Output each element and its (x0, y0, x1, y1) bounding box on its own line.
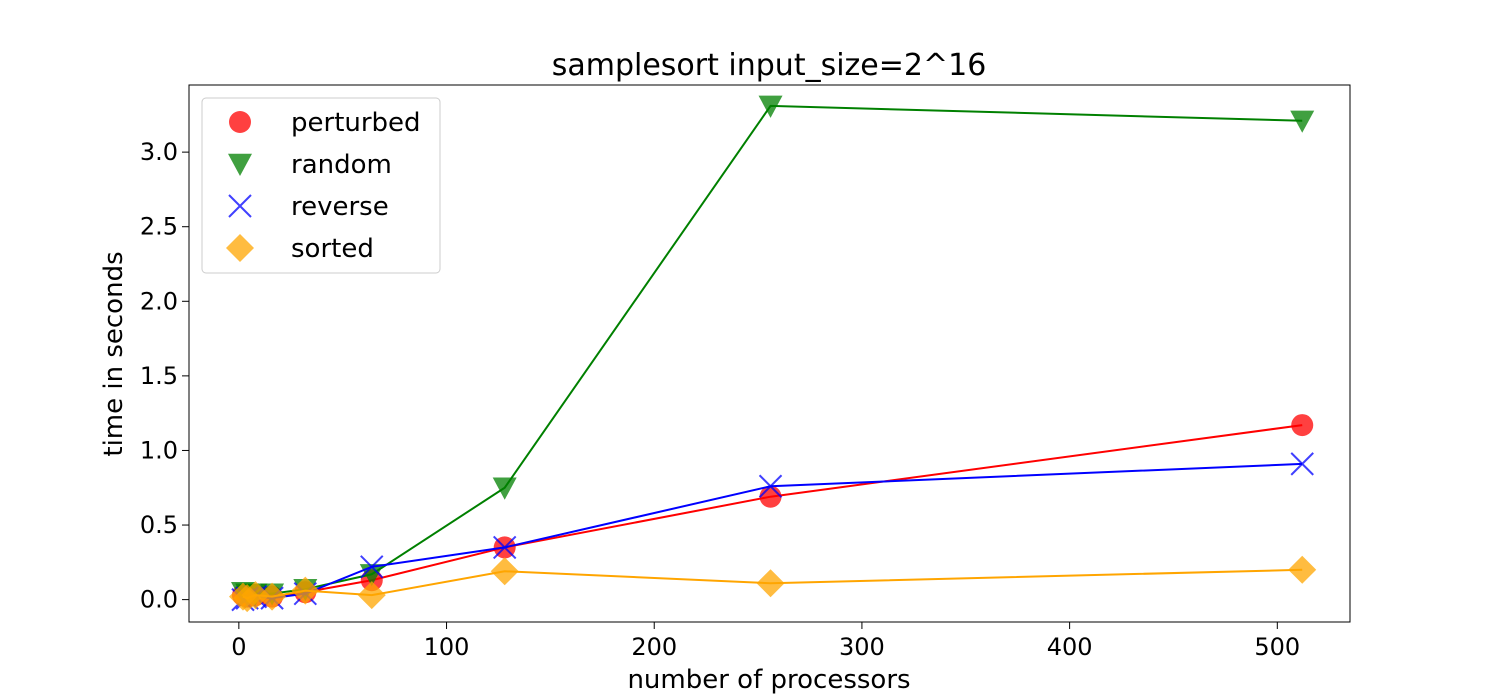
data-point-reverse (492, 535, 517, 560)
y-tick-label: 2.5 (140, 213, 178, 241)
x-tick-label: 500 (1254, 633, 1300, 661)
data-point-sorted (241, 581, 270, 610)
data-point-reverse (1290, 452, 1314, 476)
data-point-sorted (357, 581, 386, 610)
plot-frame (188, 84, 1351, 623)
data-point-random (1290, 110, 1315, 133)
y-axis: 0.0 0.5 1.0 1.5 2.0 2.5 3.0 (140, 138, 189, 614)
legend-label: reverse (291, 192, 389, 222)
series-layer (229, 95, 1317, 613)
data-point-sorted (490, 557, 519, 586)
data-point-sorted (1288, 555, 1317, 584)
y-tick-label: 2.0 (140, 287, 178, 315)
legend-box (201, 97, 441, 274)
legend-item-sorted: sorted (226, 234, 374, 264)
series-sorted (229, 555, 1317, 613)
y-axis-label: time in seconds (99, 251, 129, 456)
data-point-sorted (258, 582, 287, 611)
data-point-sorted (756, 569, 785, 598)
data-point-random (492, 477, 517, 500)
legend-item-reverse: reverse (228, 192, 389, 222)
x-axis: 0 100 200 300 400 500 (231, 622, 1300, 661)
x-tick-label: 400 (1047, 633, 1093, 661)
y-tick-label: 0.5 (140, 511, 178, 539)
legend-marker-random (228, 153, 252, 176)
data-point-sorted (291, 576, 320, 605)
x-tick-label: 200 (631, 633, 677, 661)
data-point-reverse (360, 555, 384, 579)
legend: perturbed random reverse sorted (201, 97, 441, 274)
y-tick-label: 1.0 (140, 436, 178, 464)
y-tick-label: 0.0 (140, 586, 178, 614)
legend-label: perturbed (291, 108, 421, 138)
legend-item-random: random (228, 150, 392, 180)
data-point-perturbed (1291, 414, 1314, 437)
legend-label: sorted (291, 234, 374, 264)
y-tick-label: 1.5 (140, 362, 178, 390)
x-tick-label: 300 (839, 633, 885, 661)
data-point-reverse (758, 474, 783, 498)
legend-marker-reverse (228, 194, 252, 218)
legend-marker-perturbed (229, 111, 251, 133)
chart-title: samplesort input_size=2^16 (552, 48, 987, 83)
data-point-random (758, 95, 783, 118)
x-tick-label: 0 (231, 633, 246, 661)
y-tick-label: 3.0 (140, 138, 178, 166)
x-axis-label: number of processors (627, 665, 910, 695)
legend-marker-sorted (226, 234, 254, 262)
legend-label: random (291, 150, 392, 180)
x-tick-label: 100 (424, 633, 470, 661)
legend-item-perturbed: perturbed (229, 108, 421, 138)
